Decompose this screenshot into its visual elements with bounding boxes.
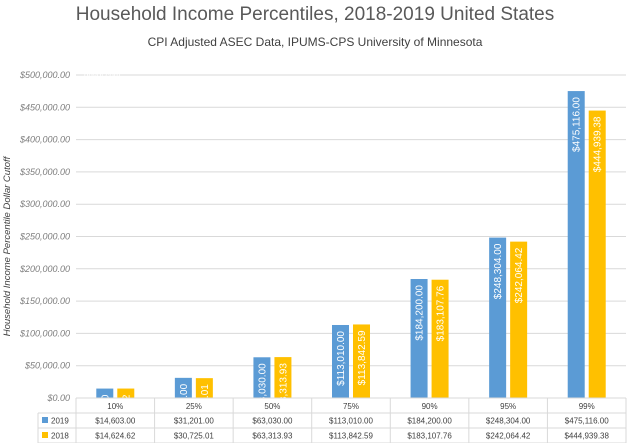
table-cell: $242,064.42 (486, 432, 531, 441)
data-labels: $14,603.00 $14,624.62 $31,201.00 $30,725.01… (100, 97, 603, 443)
data-label: $248,304.00 (493, 243, 504, 299)
watermark: dqydj.com (84, 71, 121, 80)
bar-2019-99% (567, 91, 585, 398)
data-label: $63,313.93 (278, 363, 289, 413)
data-label: $31,201.00 (179, 383, 190, 433)
table-cell: $113,842.59 (329, 432, 373, 441)
legend-label: 2019 (51, 417, 69, 426)
y-tick-label: $400,000.00 (19, 135, 70, 145)
bar-2019-10% (96, 388, 114, 398)
data-label: $30,725.01 (200, 384, 211, 434)
table-cell: $31,201.00 (174, 417, 215, 426)
data-label: $113,842.59 (357, 330, 368, 385)
y-tick-label: $50,000.00 (24, 361, 70, 371)
table-cell: $63,313.93 (252, 432, 293, 441)
data-label: $63,030.00 (257, 363, 268, 413)
data-table: 10% 25% 50% 75% 90% 95% 99% 2019 $14,603.00 $31,2… (37, 397, 627, 443)
y-tick-label: $250,000.00 (19, 232, 70, 242)
category-label: 75% (343, 402, 359, 411)
table-cell: $113,010.00 (329, 417, 373, 426)
bars (96, 91, 606, 399)
table-cell: $30,725.01 (174, 432, 215, 441)
bar-2018-90% (431, 279, 449, 398)
legend-swatch (42, 432, 48, 438)
bar-2018-99% (588, 110, 606, 399)
y-tick-label: $200,000.00 (19, 264, 70, 274)
table-cell: $14,624.62 (95, 432, 136, 441)
table-cell: $63,030.00 (252, 417, 293, 426)
data-label: $242,064.42 (514, 247, 525, 303)
y-tick-label: $500,000.00 (19, 70, 70, 80)
bar-2019-75% (332, 324, 349, 398)
y-tick-label: $100,000.00 (19, 328, 70, 338)
legend-label: 2018 (51, 432, 69, 441)
y-tick-label: $150,000.00 (19, 296, 70, 306)
category-label: 95% (500, 402, 516, 411)
bar-2019-90% (410, 279, 428, 398)
data-label: $113,010.00 (336, 331, 347, 386)
bar-2019-50% (253, 357, 271, 398)
category-label: 90% (422, 402, 438, 411)
data-label: $184,200.00 (415, 285, 426, 341)
table-cell: $248,304.00 (486, 417, 531, 426)
y-tick-label: $450,000.00 (19, 102, 70, 112)
table-cell: $183,107.76 (407, 432, 452, 441)
table-cell: $184,200.00 (407, 417, 452, 426)
data-label: $475,116.00 (572, 97, 583, 152)
data-label: $444,939.38 (593, 116, 604, 172)
y-axis-ticks: $0.00 $50,000.00 $100,000.00 $150,000.00 $20… (19, 70, 70, 403)
category-label: 10% (107, 402, 123, 411)
category-label: 99% (579, 402, 595, 411)
y-axis-label: Household Income Percentile Dollar Cutof… (2, 155, 13, 336)
chart-subtitle: CPI Adjusted ASEC Data, IPUMS-CPS Univer… (147, 35, 483, 49)
bar-2019-95% (489, 237, 507, 398)
category-label: 25% (186, 402, 202, 411)
table-cell: $14,603.00 (95, 417, 136, 426)
bar-2018-25% (195, 378, 213, 398)
data-label: $14,603.00 (100, 394, 111, 443)
chart-title: Household Income Percentiles, 2018-2019 … (75, 4, 555, 25)
y-tick-label: $0.00 (46, 393, 70, 403)
category-label: 50% (264, 402, 280, 411)
data-label: $183,107.76 (436, 285, 447, 341)
gridlines (76, 74, 626, 399)
bar-2018-95% (510, 241, 528, 398)
bar-2018-75% (353, 324, 370, 398)
bar-2018-50% (274, 357, 292, 398)
y-tick-label: $300,000.00 (19, 199, 70, 209)
table-cell: $475,116.00 (565, 417, 609, 426)
bar-2018-10% (117, 388, 135, 398)
bar-2019-25% (174, 377, 192, 398)
data-label: $14,624.62 (121, 394, 132, 443)
legend-swatch (42, 417, 48, 423)
y-tick-label: $350,000.00 (19, 167, 70, 177)
table-cell: $444,939.38 (564, 432, 609, 441)
